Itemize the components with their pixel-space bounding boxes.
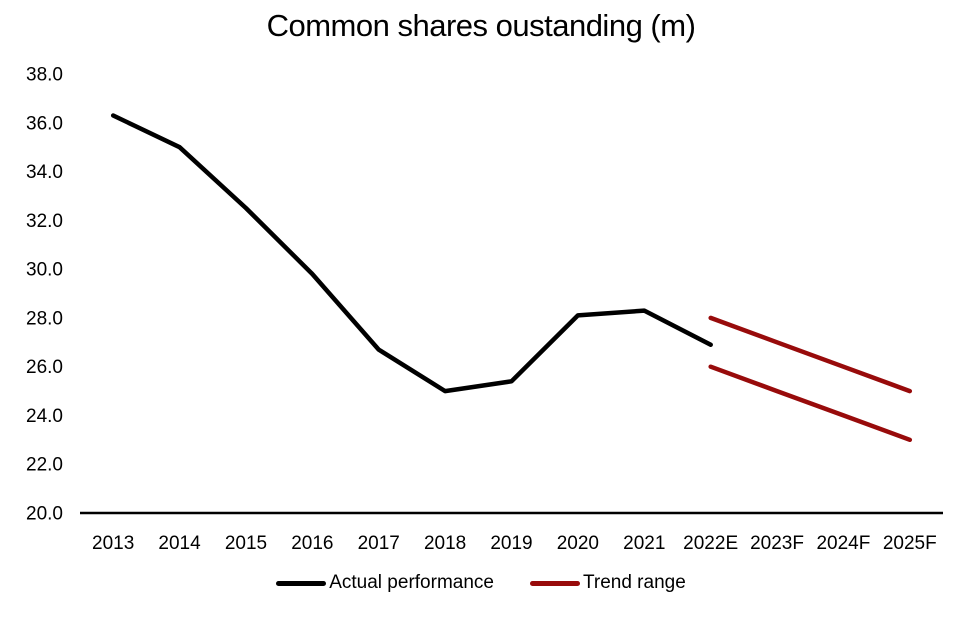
y-axis-label: 38.0 (26, 65, 63, 86)
legend: Actual performance Trend range (0, 572, 962, 594)
x-axis-label: 2014 (158, 533, 201, 554)
x-axis-label: 2025F (883, 533, 937, 554)
x-axis-label: 2023F (750, 533, 804, 554)
x-axis-label: 2022E (683, 533, 738, 554)
y-axis-label: 34.0 (26, 162, 63, 183)
x-axis-label: 2019 (490, 533, 532, 554)
y-axis-label: 32.0 (26, 211, 63, 232)
legend-label-trend: Trend range (582, 572, 686, 593)
y-axis-label: 24.0 (26, 406, 63, 427)
legend-item-actual-performance: Actual performance (276, 572, 494, 594)
chart-title: Common shares oustanding (m) (266, 8, 696, 43)
y-axis-label: 36.0 (26, 113, 63, 134)
x-axis-label: 2016 (291, 533, 333, 554)
x-axis-label: 2018 (424, 533, 466, 554)
legend-line-sample-trend (529, 580, 580, 586)
series-line-actual-performance (110, 113, 713, 394)
y-axis-label: 22.0 (26, 455, 63, 476)
x-axis-label: 2020 (557, 533, 599, 554)
x-axis-label: 2024F (816, 533, 870, 554)
series-line-trend-range-lower- (708, 364, 913, 443)
legend-line-sample-actual (276, 580, 327, 586)
y-axis-label: 30.0 (26, 260, 63, 281)
y-axis-label: 20.0 (26, 504, 63, 525)
x-axis-label: 2015 (225, 533, 267, 554)
series-line-trend-range-upper- (708, 315, 913, 394)
x-axis-label: 2013 (92, 533, 134, 554)
y-axis-label: 26.0 (26, 357, 63, 378)
x-axis-label: 2021 (623, 533, 665, 554)
legend-label-actual: Actual performance (329, 572, 494, 593)
legend-item-trend-range: Trend range (529, 572, 686, 594)
x-axis-label: 2017 (358, 533, 400, 554)
y-axis-label: 28.0 (26, 308, 63, 329)
